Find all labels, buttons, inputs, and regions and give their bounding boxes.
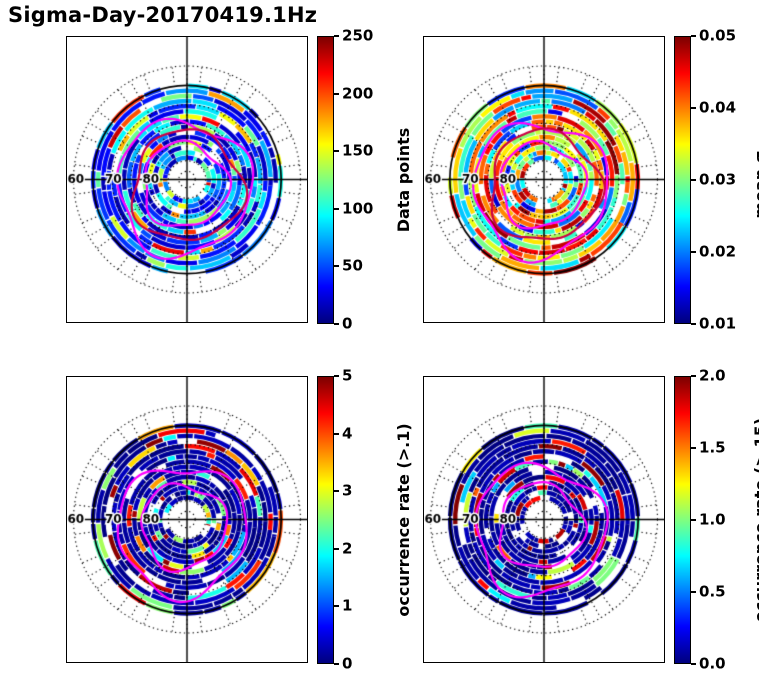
colorbar-tick-label: 0.04 [699,98,737,117]
colorbar-tick-label: 1.5 [699,438,726,457]
colorbar-label-text: Data points [393,127,413,233]
colorbar-tick-mark [334,92,340,95]
panel-grid: 0 50 100 150 200 250 Data points 0.01 0.02 0.03… [66,28,759,671]
polar-plot-canvas [66,376,308,663]
colorbar-group: 0.0 0.5 1.0 1.5 2.0 occurrence rate (>.15) [674,368,759,671]
colorbar-label: occurrence rate (>.1) [394,423,416,616]
colorbar-tick-label: 2.0 [699,366,726,385]
colorbar-tick-mark [691,519,697,521]
colorbar-group: 0.01 0.02 0.03 0.04 0.05 mean σφ [674,28,759,331]
colorbar-ticks: 0 50 100 150 200 250 [334,28,378,331]
colorbar [317,36,335,324]
figure-title: Sigma-Day-20170419.1Hz [8,3,318,27]
colorbar-tick-mark [334,375,340,377]
colorbar-tick-mark [334,490,340,493]
colorbar-tick-mark [334,323,340,325]
colorbar-ticks: 0 1 2 3 4 5 [334,368,378,671]
colorbar-group: 0 50 100 150 200 250 Data points [317,28,413,331]
colorbar-tick-label: 4 [342,424,353,443]
colorbar-label: mean σφ [750,141,759,219]
colorbar-ticks: 0.01 0.02 0.03 0.04 0.05 [691,28,737,331]
colorbar-tick-label: 50 [342,256,363,275]
colorbar-label-text: occurrence rate (>.15) [750,417,759,623]
colorbar-tick-mark [691,663,697,665]
colorbar-tick-label: 0.05 [699,26,737,45]
colorbar-tick-label: 1.0 [699,510,726,529]
colorbar-tick-mark [334,150,340,153]
colorbar-tick-mark [334,35,340,37]
colorbar [317,376,335,664]
colorbar-tick-label: 100 [342,199,374,218]
colorbar-tick-mark [691,591,697,593]
colorbar-label-text: occurrence rate (>.1) [393,423,413,617]
colorbar-tick-mark [334,663,340,665]
panel-occurrence-rate-gt-0.1: 0 1 2 3 4 5 occurrence rate (>.1) [66,368,423,671]
colorbar-tick-label: 1 [342,596,353,615]
colorbar-tick-label: 0 [342,654,353,673]
colorbar-label: occurrence rate (>.15) [751,418,759,622]
colorbar-tick-mark [334,265,340,268]
colorbar-tick-mark [691,107,697,109]
panel-mean-sigma-phi: 0.01 0.02 0.03 0.04 0.05 mean σφ [423,28,759,331]
colorbar [674,36,692,324]
polar-plot-canvas [423,376,665,663]
colorbar-tick-label: 200 [342,84,374,103]
colorbar-tick-mark [334,207,340,210]
colorbar-group: 0 1 2 3 4 5 occurrence rate (>.1) [317,368,413,671]
colorbar-tick-mark [691,323,697,325]
colorbar-tick-mark [691,375,697,377]
colorbar-tick-label: 2 [342,539,353,558]
colorbar-tick-mark [334,547,340,550]
colorbar-tick-label: 0.01 [699,314,737,333]
colorbar-tick-mark [334,605,340,608]
colorbar-tick-mark [691,251,697,253]
colorbar-tick-label: 150 [342,141,374,160]
colorbar [674,376,692,664]
colorbar-tick-mark [691,447,697,449]
colorbar-ticks: 0.0 0.5 1.0 1.5 2.0 [691,368,735,671]
panel-data-points: 0 50 100 150 200 250 Data points [66,28,423,331]
colorbar-tick-mark [691,35,697,37]
colorbar-tick-label: 0.5 [699,582,726,601]
colorbar-tick-mark [334,432,340,435]
colorbar-tick-label: 0.02 [699,242,737,261]
colorbar-label: Data points [394,128,416,233]
colorbar-tick-label: 3 [342,481,353,500]
colorbar-tick-label: 5 [342,366,353,385]
panel-occurrence-rate-gt-0.15: 0.0 0.5 1.0 1.5 2.0 occurrence rate (>.15) [423,368,759,671]
colorbar-tick-mark [691,179,697,181]
colorbar-tick-label: 0.0 [699,654,726,673]
polar-plot-canvas [423,36,665,323]
polar-plot-canvas [66,36,308,323]
colorbar-tick-label: 0.03 [699,170,737,189]
colorbar-tick-label: 250 [342,26,374,45]
colorbar-label-text: mean σ [750,151,759,219]
colorbar-tick-label: 0 [342,314,353,333]
